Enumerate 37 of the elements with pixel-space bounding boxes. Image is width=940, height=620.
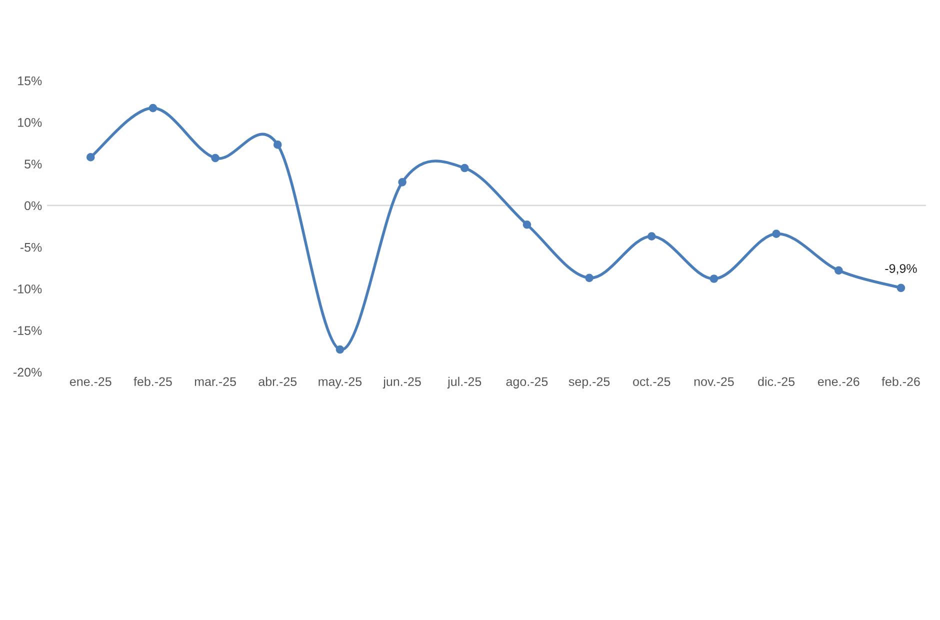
point (647, 232, 656, 240)
x-tick-label: ene.-26 (818, 377, 860, 386)
point (273, 140, 282, 149)
point (834, 266, 843, 275)
x-tick-label: nov.-25 (694, 377, 734, 386)
y-tick-label: 0% (24, 201, 42, 210)
x-tick-label: sep.-25 (568, 377, 610, 389)
point (336, 345, 344, 354)
point (710, 274, 718, 283)
y-tick-label: 10% (18, 118, 42, 127)
x-tick-label: jul.-25 (447, 376, 482, 389)
data-label: -9,9% (885, 264, 917, 274)
point (896, 284, 906, 292)
x-tick-label: mar.-25 (194, 377, 236, 386)
x-tick-label: oct.-25 (633, 377, 670, 386)
x-tick-label: feb.-26 (882, 376, 920, 386)
y-tick-label: -10% (14, 284, 42, 294)
x-tick-label: jun.-25 (382, 376, 421, 389)
point (772, 230, 780, 238)
y-tick-label: -15% (14, 326, 42, 336)
y-tick-label: -5% (20, 242, 42, 252)
point (522, 220, 532, 229)
x-tick-label: feb.-25 (134, 376, 172, 386)
x-tick-label: ago.-25 (506, 377, 548, 389)
y-tick-label: -20% (14, 368, 42, 377)
y-tick-label: 15% (18, 76, 42, 86)
point (86, 153, 95, 162)
x-tick-label: dic.-25 (758, 376, 795, 386)
point (211, 154, 220, 162)
x-tick-label: abr.-25 (258, 376, 297, 386)
point (148, 104, 158, 112)
x-tick-label: may.-25 (318, 377, 362, 389)
point (585, 274, 594, 282)
y-tick-label: 5% (24, 160, 42, 169)
point (460, 164, 469, 172)
point (398, 178, 406, 186)
x-tick-label: ene.-25 (70, 377, 112, 386)
